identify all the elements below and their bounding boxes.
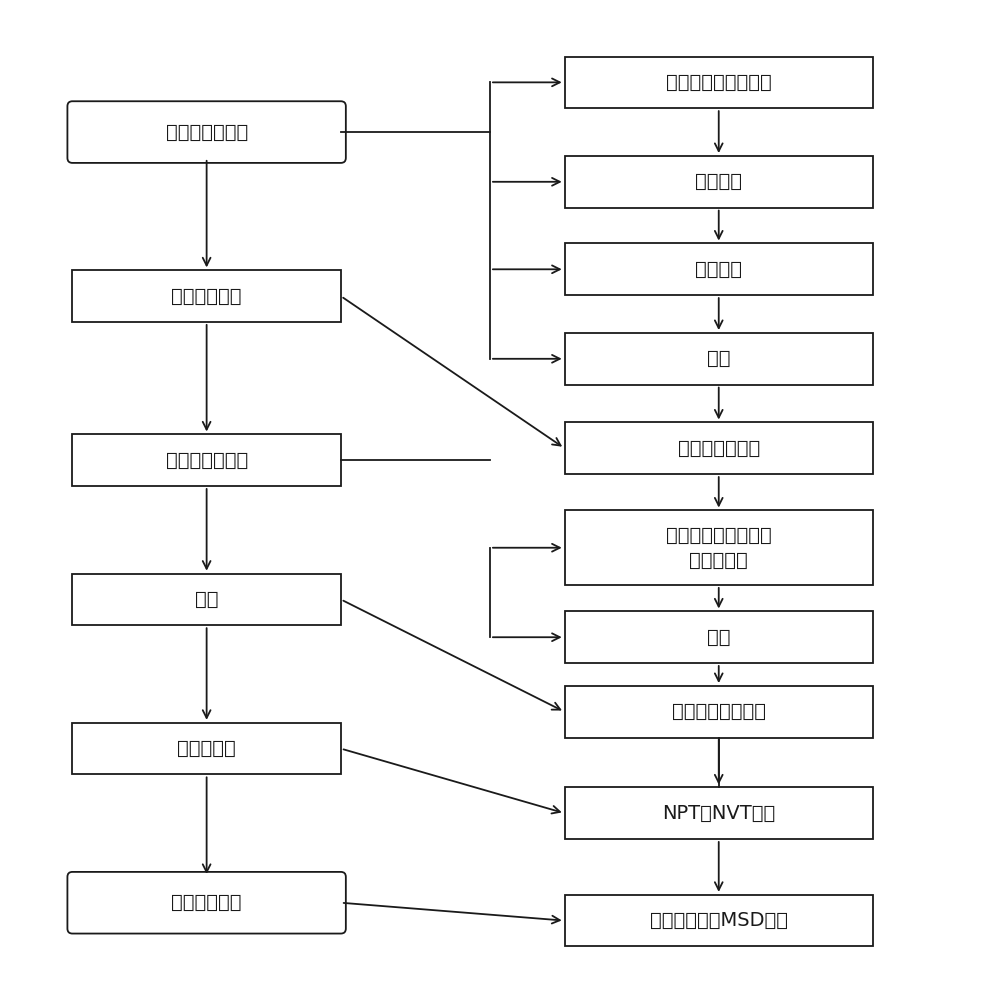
FancyBboxPatch shape: [72, 434, 341, 486]
FancyBboxPatch shape: [564, 156, 873, 208]
FancyBboxPatch shape: [564, 611, 873, 663]
FancyBboxPatch shape: [564, 895, 873, 946]
Text: 优化: 优化: [707, 628, 731, 647]
FancyBboxPatch shape: [564, 686, 873, 738]
FancyBboxPatch shape: [564, 510, 873, 585]
Text: 无定形碳为初始结构: 无定形碳为初始结构: [666, 73, 771, 92]
Text: 模型搭建并优化: 模型搭建并优化: [165, 123, 248, 142]
Text: 替换元素: 替换元素: [695, 260, 742, 279]
Text: 优化: 优化: [707, 349, 731, 368]
FancyBboxPatch shape: [564, 57, 873, 108]
Text: 计算扩散系数: 计算扩散系数: [171, 893, 242, 912]
Text: 得到水分子容量: 得到水分子容量: [677, 439, 760, 458]
Text: 孔道内放置水分子和
吸附质分子: 孔道内放置水分子和 吸附质分子: [666, 526, 771, 570]
FancyBboxPatch shape: [564, 243, 873, 295]
FancyBboxPatch shape: [72, 723, 341, 774]
FancyBboxPatch shape: [564, 422, 873, 474]
Text: 聚类分析法对MSD分析: 聚类分析法对MSD分析: [649, 911, 788, 930]
Text: 计算自由体积: 计算自由体积: [171, 287, 242, 306]
FancyBboxPatch shape: [72, 270, 341, 322]
Text: NPT、NVT系综: NPT、NVT系综: [662, 804, 775, 823]
Text: 找到全局最优构象: 找到全局最优构象: [672, 702, 765, 721]
Text: 建立孔道: 建立孔道: [695, 172, 742, 191]
FancyBboxPatch shape: [564, 333, 873, 385]
Text: 体系搭建并优化: 体系搭建并优化: [165, 451, 248, 470]
FancyBboxPatch shape: [67, 872, 346, 934]
Text: 动力学计算: 动力学计算: [177, 739, 236, 758]
FancyBboxPatch shape: [72, 574, 341, 625]
Text: 退火: 退火: [195, 590, 219, 609]
FancyBboxPatch shape: [564, 787, 873, 839]
FancyBboxPatch shape: [67, 101, 346, 163]
